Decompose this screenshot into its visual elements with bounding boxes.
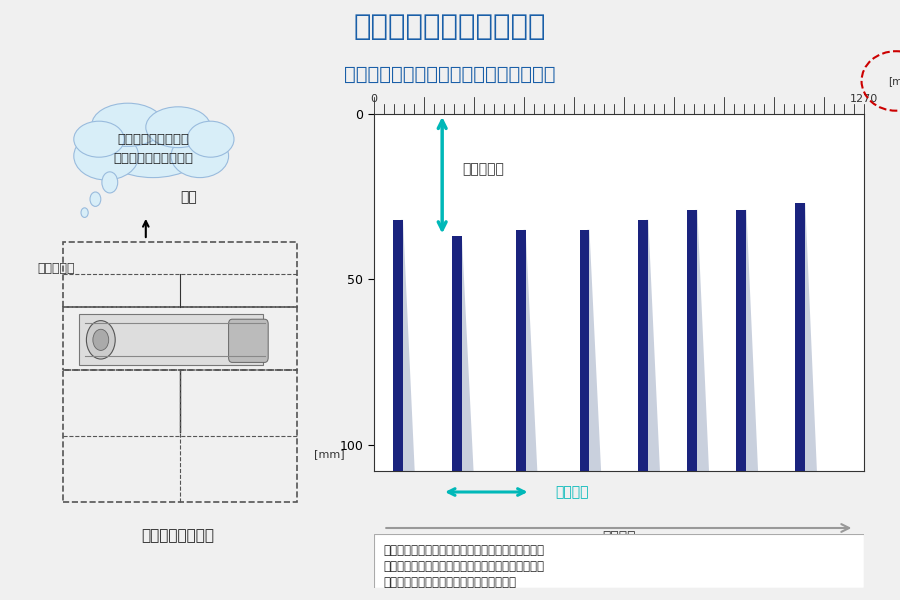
Polygon shape bbox=[460, 236, 473, 471]
Polygon shape bbox=[803, 203, 817, 471]
Circle shape bbox=[102, 172, 118, 193]
Text: 走査方向: 走査方向 bbox=[602, 530, 635, 544]
Text: （電磁誘導法によるクイックスキャン）: （電磁誘導法によるクイックスキャン） bbox=[344, 65, 556, 85]
Ellipse shape bbox=[171, 134, 229, 178]
Bar bbox=[63, 370, 297, 502]
Bar bbox=[63, 307, 297, 370]
Circle shape bbox=[86, 320, 115, 359]
Text: 0: 0 bbox=[370, 94, 377, 104]
Polygon shape bbox=[744, 210, 758, 471]
Polygon shape bbox=[524, 230, 537, 471]
Circle shape bbox=[90, 192, 101, 206]
Ellipse shape bbox=[146, 107, 211, 148]
Bar bbox=[638, 220, 648, 471]
Text: 1270: 1270 bbox=[850, 94, 878, 104]
Circle shape bbox=[93, 329, 109, 350]
Ellipse shape bbox=[99, 115, 207, 178]
Bar bbox=[393, 220, 403, 471]
Text: ・壁筋を横方向に１２７０ｍｍ走査した結果です。: ・壁筋を横方向に１２７０ｍｍ走査した結果です。 bbox=[383, 544, 544, 557]
Bar bbox=[580, 230, 590, 471]
Polygon shape bbox=[401, 220, 415, 471]
Ellipse shape bbox=[187, 121, 234, 157]
Text: かぶり厚さの結果（図）: かぶり厚さの結果（図） bbox=[354, 13, 546, 41]
Bar bbox=[516, 230, 526, 471]
Text: [mm]: [mm] bbox=[888, 76, 900, 86]
Polygon shape bbox=[646, 220, 660, 471]
FancyBboxPatch shape bbox=[79, 314, 263, 365]
Text: 配筋間隔: 配筋間隔 bbox=[555, 485, 589, 499]
Polygon shape bbox=[588, 230, 601, 471]
Bar bbox=[688, 210, 698, 471]
Ellipse shape bbox=[92, 103, 164, 146]
Ellipse shape bbox=[74, 121, 124, 157]
Text: かぶり厚さ: かぶり厚さ bbox=[462, 162, 504, 176]
Text: ・１本毎のかぶり厚さは結果図より読取り下さい。: ・１本毎のかぶり厚さは結果図より読取り下さい。 bbox=[383, 560, 544, 573]
Circle shape bbox=[81, 208, 88, 217]
FancyBboxPatch shape bbox=[229, 319, 268, 362]
Text: スキャナー: スキャナー bbox=[38, 262, 76, 275]
Text: 走査方向にスキャン
してデータを収録する: 走査方向にスキャン してデータを収録する bbox=[113, 133, 193, 165]
Bar bbox=[63, 242, 297, 307]
Bar bbox=[736, 210, 746, 471]
Text: ・各配筋間隔は結果図より読取り下さい。: ・各配筋間隔は結果図より読取り下さい。 bbox=[383, 576, 517, 589]
Bar bbox=[452, 236, 462, 471]
Text: 横筋が対象の場合: 横筋が対象の場合 bbox=[141, 528, 215, 542]
Polygon shape bbox=[696, 210, 709, 471]
Bar bbox=[796, 203, 806, 471]
Text: [mm]: [mm] bbox=[314, 449, 345, 460]
Ellipse shape bbox=[74, 132, 139, 180]
Text: 走査: 走査 bbox=[181, 190, 197, 204]
